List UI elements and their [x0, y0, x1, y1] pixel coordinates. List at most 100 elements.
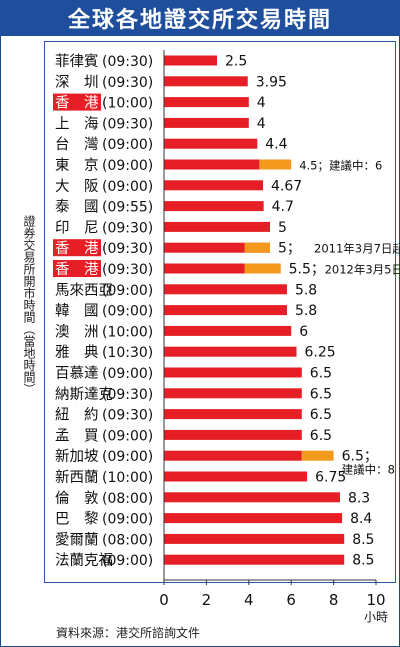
value-label: 8.5 — [352, 553, 374, 569]
category-name: 香 港 — [55, 240, 99, 257]
category-time: (09:30) — [102, 408, 153, 424]
bar — [164, 409, 302, 420]
bar — [164, 513, 343, 524]
bar — [164, 263, 281, 274]
value-label: 2.5 — [225, 54, 247, 70]
category-time: (09:00) — [102, 366, 153, 382]
category-name: 大 阪 — [55, 178, 99, 195]
category-time: (09:30) — [102, 262, 153, 278]
category-name: 菲律賓 — [55, 52, 99, 70]
category-time: (09:00) — [102, 158, 153, 174]
bar — [164, 388, 302, 399]
bar — [164, 471, 308, 482]
value-label: 6 — [299, 324, 308, 340]
value-label: 8.3 — [348, 490, 370, 506]
category-name: 孟 買 — [55, 427, 99, 444]
category-name: 巴 黎 — [55, 511, 99, 528]
bar — [164, 450, 302, 461]
bar — [164, 554, 345, 565]
category-name: 印 尼 — [55, 219, 99, 236]
category-name: 愛爾蘭 — [55, 531, 99, 548]
value-label: 5 — [278, 220, 287, 236]
source-note: 資料來源：港交所諮詢文件 — [56, 626, 201, 640]
value-label: 4.4 — [265, 137, 287, 153]
bar — [164, 201, 264, 212]
category-name: 雅 典 — [55, 344, 99, 361]
category-time: (09:00) — [102, 283, 153, 299]
category-time: (08:00) — [102, 491, 153, 507]
category-name: 韓 國 — [55, 303, 99, 320]
value-label: 6.5； — [342, 449, 378, 465]
x-tick-label: 10 — [366, 591, 385, 609]
category-time: (09:30) — [102, 54, 153, 70]
category-name: 東 京 — [55, 157, 99, 174]
category-time: (10:00) — [102, 324, 153, 340]
category-name: 馬來西亞 — [55, 282, 113, 299]
category-highlight-bg — [53, 260, 101, 277]
bar — [164, 76, 248, 87]
bar — [164, 367, 302, 378]
bar — [164, 305, 287, 316]
value-note: 2012年3月5日起 — [325, 263, 400, 277]
category-name: 新西蘭 — [55, 469, 99, 486]
value-note: 2011年3月7日起 — [314, 242, 400, 256]
category-name: 香 港 — [55, 95, 99, 112]
bar — [164, 117, 249, 128]
value-label: 4.5；建議中：6 — [299, 159, 382, 173]
category-time: (10:00) — [102, 470, 153, 486]
category-time: (09:00) — [102, 304, 153, 320]
category-name: 上 海 — [55, 115, 99, 132]
category-time: (09:30) — [102, 116, 153, 132]
bar — [164, 138, 258, 149]
category-name: 倫 敦 — [55, 490, 99, 507]
category-time: (09:00) — [102, 428, 153, 444]
value-label: 6.25 — [305, 345, 336, 361]
x-axis-unit: 小時 — [364, 610, 388, 624]
bar — [164, 325, 292, 336]
category-time: (09:30) — [102, 75, 153, 91]
x-tick-label: 0 — [159, 591, 169, 609]
x-tick-label: 2 — [202, 591, 212, 609]
value-label: 3.95 — [256, 74, 287, 90]
value-label: 6.5 — [310, 428, 332, 444]
x-tick-label: 8 — [329, 591, 339, 609]
value-label: 6.5 — [310, 407, 332, 423]
category-name: 台 灣 — [55, 136, 99, 153]
y-axis-label: 證券交易所開市時間（當地時間） — [22, 215, 36, 395]
bar — [164, 180, 264, 191]
value-label: 4.7 — [272, 199, 294, 215]
value-label: 8.4 — [350, 511, 372, 527]
category-highlight-bg — [53, 239, 101, 257]
bar — [164, 346, 297, 357]
category-time: (09:30) — [102, 387, 153, 403]
value-label: 6.5 — [310, 366, 332, 382]
category-time: (10:30) — [102, 345, 153, 361]
category-name: 紐 約 — [55, 407, 99, 424]
value-label: 5.5； — [289, 262, 325, 278]
x-tick-label: 4 — [244, 591, 254, 609]
category-name: 法蘭克福 — [55, 552, 113, 569]
category-time: (09:00) — [102, 512, 153, 528]
proposed-bar-segment — [244, 263, 281, 274]
category-highlight-bg — [53, 93, 101, 111]
bar — [164, 492, 340, 503]
value-label: 4 — [257, 116, 266, 132]
category-time: (09:00) — [102, 179, 153, 195]
bar — [164, 242, 270, 253]
category-time: (09:55) — [102, 200, 153, 216]
value-label: 5； — [278, 241, 301, 257]
category-time: (09:00) — [102, 137, 153, 153]
bar — [164, 533, 345, 544]
value-label: 8.5 — [352, 532, 374, 548]
category-name: 百慕達 — [55, 365, 99, 382]
value-label: 5.8 — [295, 303, 317, 319]
category-name: 泰 國 — [55, 199, 99, 216]
category-name: 深 圳 — [55, 74, 99, 91]
bar — [164, 429, 302, 440]
category-name: 納斯達克 — [55, 386, 113, 403]
bar — [164, 221, 270, 232]
category-time: (09:30) — [102, 220, 153, 236]
proposed-bar-segment — [301, 450, 334, 461]
bar — [164, 284, 287, 295]
bar — [164, 159, 260, 170]
